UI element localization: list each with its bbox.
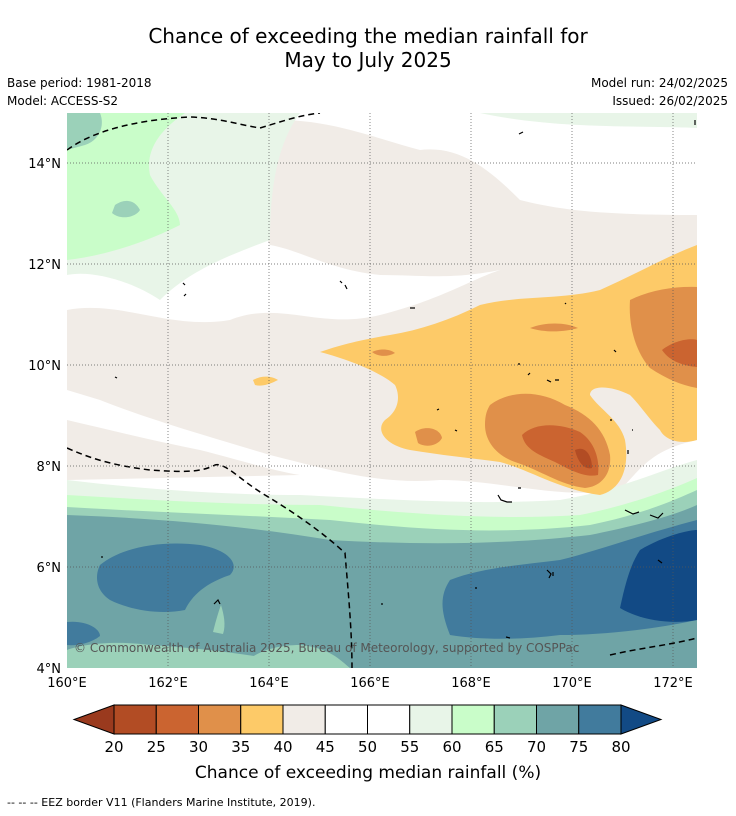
colorbar-arrow-low: [72, 704, 115, 735]
field-65-70-spot: [112, 200, 140, 218]
colorbar-tick-label: 50: [358, 738, 377, 756]
lon-label: 164°E: [249, 676, 289, 691]
chart-title-line1: Chance of exceeding the median rainfall …: [148, 24, 588, 48]
chart-title-line2: May to July 2025: [284, 48, 452, 72]
colorbar-segment: [155, 704, 199, 735]
field-55-60-topright: [480, 113, 697, 128]
colorbar-label: Chance of exceeding median rainfall (%): [195, 763, 541, 783]
model-run: Model run: 24/02/2025: [590, 76, 728, 90]
colorbar-segment: [493, 704, 537, 735]
colorbar-segment: [367, 704, 411, 735]
field-60-65-top: [67, 113, 185, 260]
colorbar-tick-label: 30: [189, 738, 208, 756]
field-40-45-upper: [256, 119, 697, 277]
colorbar-segment: [536, 704, 580, 735]
gridlines: [67, 113, 697, 668]
base-period: Base period: 1981-2018: [7, 76, 152, 90]
colorbar-tick-label: 75: [569, 738, 588, 756]
colorbar-tick-label: 25: [147, 738, 166, 756]
colorbar-segment: [409, 704, 453, 735]
field-75-80-left: [97, 543, 234, 612]
footer-eez-note: -- -- -- EEZ border V11 (Flanders Marine…: [7, 796, 316, 809]
lat-label: 12°N: [28, 258, 61, 273]
colorbar-tick-label: 55: [400, 738, 419, 756]
colorbar-tick-label: 60: [442, 738, 461, 756]
field-25-30-right: [662, 339, 697, 367]
field-75-80-corner: [67, 621, 100, 646]
colorbar-tick-label: 80: [611, 738, 630, 756]
field-30-35-spot2: [530, 323, 578, 332]
copyright-note: © Commonwealth of Australia 2025, Bureau…: [74, 641, 579, 655]
field-30-35-spot1: [415, 428, 442, 446]
lat-label: 14°N: [28, 157, 61, 172]
colorbar-segment: [113, 704, 157, 735]
field-65-70-top: [67, 113, 102, 150]
field-bottom-strip: [240, 645, 350, 668]
field-above-80: [620, 530, 697, 622]
lon-label: 168°E: [451, 676, 491, 691]
latitude-labels: 14°N 12°N 10°N 8°N 6°N 4°N: [28, 157, 61, 677]
lat-label: 8°N: [37, 460, 62, 475]
colorbar-tick-label: 20: [104, 738, 123, 756]
islands: [101, 120, 696, 639]
field-20-25: [575, 448, 592, 469]
lon-label: 170°E: [552, 676, 592, 691]
colorbar-ticks: 20 25 30 35 40 45 50 55 60 65 70 75 80: [104, 738, 630, 756]
lat-label: 6°N: [37, 561, 62, 576]
model-name: Model: ACCESS-S2: [7, 94, 119, 108]
colorbar-tick-label: 35: [231, 738, 250, 756]
longitude-labels: 160°E 162°E 164°E 166°E 168°E 170°E 172°…: [47, 676, 693, 691]
lon-label: 172°E: [653, 676, 693, 691]
colorbar-arrow-high: [620, 704, 663, 735]
lon-label: 162°E: [148, 676, 188, 691]
colorbar-tick-label: 40: [273, 738, 292, 756]
field-35-40: [320, 245, 697, 495]
colorbar-segment: [282, 704, 326, 735]
issued-date: Issued: 26/02/2025: [612, 94, 728, 108]
colorbar-tick-label: 45: [316, 738, 335, 756]
colorbar: [72, 704, 663, 735]
colorbar-segment: [198, 704, 242, 735]
colorbar-segment: [240, 704, 284, 735]
lon-label: 160°E: [47, 676, 87, 691]
probability-fields: [67, 113, 697, 668]
field-bottom-spot: [213, 605, 225, 634]
lon-label: 166°E: [350, 676, 390, 691]
lat-label: 4°N: [37, 662, 62, 677]
colorbar-segment: [578, 704, 622, 735]
field-25-30-center: [522, 425, 599, 476]
lat-label: 10°N: [28, 359, 61, 374]
field-35-40-spot: [253, 376, 278, 386]
colorbar-tick-label: 65: [485, 738, 504, 756]
field-40-45-left: [67, 420, 300, 480]
meta-left: Base period: 1981-2018 Model: ACCESS-S2: [7, 74, 152, 110]
colorbar-segment: [324, 704, 368, 735]
eez-border-west: [67, 447, 353, 668]
colorbar-tick-label: 70: [527, 738, 546, 756]
eez-border-south: [609, 637, 697, 656]
field-30-35-spot3: [372, 349, 395, 356]
colorbar-segment: [451, 704, 495, 735]
eez-border-north: [67, 113, 321, 151]
meta-right: Model run: 24/02/2025 Issued: 26/02/2025: [591, 74, 728, 110]
